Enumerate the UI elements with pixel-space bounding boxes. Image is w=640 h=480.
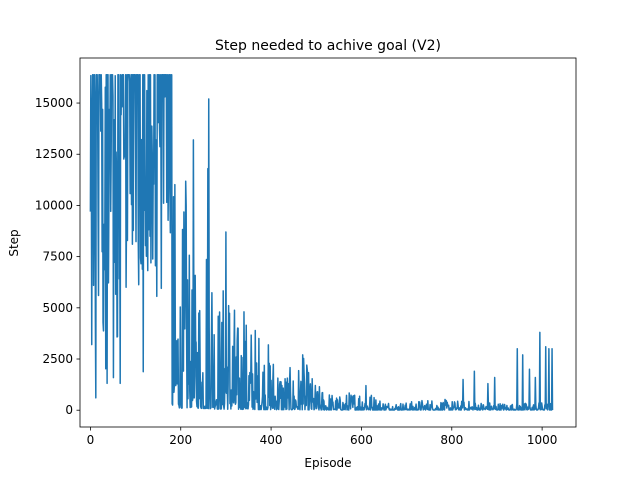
y-tick-label: 12500 [35,147,73,161]
y-tick-label: 0 [65,403,73,417]
y-axis-label: Step [7,229,21,256]
y-tick-label: 5000 [42,301,73,315]
ticks-layer: 0 200 400 600 800 100002500500075001000012500… [35,96,558,447]
x-axis-label: Episode [304,456,351,470]
x-tick-label: 0 [87,433,95,447]
series-layer [89,73,554,411]
chart-title: Step needed to achive goal (V2) [215,38,441,54]
step-series-line [89,73,554,411]
x-tick-label: 600 [350,433,373,447]
y-tick-label: 15000 [35,96,73,110]
y-tick-label: 10000 [35,198,73,212]
x-tick-label: 800 [440,433,463,447]
x-tick-label: 400 [260,433,283,447]
y-tick-label: 2500 [42,352,73,366]
x-tick-label: 1000 [527,433,558,447]
x-tick-label: 200 [169,433,192,447]
y-tick-label: 7500 [42,250,73,264]
plot-frame [79,57,577,428]
